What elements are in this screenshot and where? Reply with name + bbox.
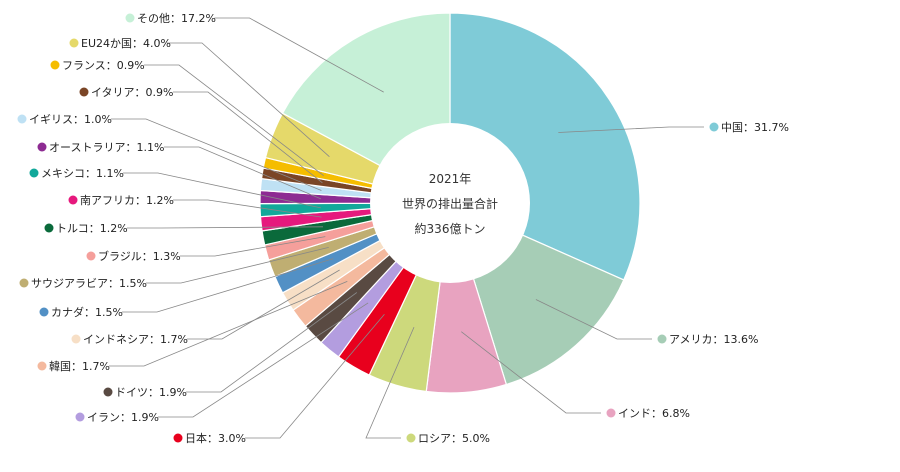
leader-line-9 xyxy=(122,258,334,313)
center-text: 2021年 世界の排出量合計 約336億トン xyxy=(402,172,498,236)
slice-label-10: サウジアラビア：1.5% xyxy=(31,277,147,290)
legend-dot-2 xyxy=(606,408,616,418)
leader-line-4 xyxy=(245,314,385,439)
legend-dot-0 xyxy=(709,122,719,132)
leader-line-5 xyxy=(158,302,369,418)
leader-line-11 xyxy=(180,236,326,257)
leader-line-14 xyxy=(123,172,321,209)
legend-dot-18 xyxy=(50,60,60,70)
legend-dot-12 xyxy=(44,223,54,233)
legend-dot-15 xyxy=(37,142,47,152)
legend-dot-19 xyxy=(69,38,79,48)
slice-labels: 中国：31.7% アメリカ：13.6% インド：6.8% ロシア：5.0% 日本：3.0… xyxy=(17,12,789,445)
leader-line-17 xyxy=(173,91,323,184)
legend-dot-6 xyxy=(103,387,113,397)
leader-line-1 xyxy=(535,299,652,340)
leader-lines xyxy=(109,17,704,439)
legend-dot-17 xyxy=(79,87,89,97)
leader-line-18 xyxy=(144,64,324,177)
center-text-line-3: 約336億トン xyxy=(415,221,486,236)
legend-dot-4 xyxy=(173,433,183,443)
leader-line-19 xyxy=(167,42,330,157)
slice-label-20: その他：17.2% xyxy=(137,12,216,25)
slice-label-12: トルコ：1.2% xyxy=(56,222,128,235)
center-text-line-2: 世界の排出量合計 xyxy=(402,196,498,211)
legend-dot-3 xyxy=(406,433,416,443)
slice-label-15: オーストラリア：1.1% xyxy=(49,141,164,154)
slice-label-11: ブラジル：1.3% xyxy=(98,249,181,263)
leader-line-12 xyxy=(127,226,324,229)
legend-dot-10 xyxy=(19,278,29,288)
legend-dot-16 xyxy=(17,114,27,124)
legend-dot-14 xyxy=(29,168,39,178)
slice-label-18: フランス：0.9% xyxy=(62,59,145,72)
legend-dot-11 xyxy=(86,251,96,261)
slice-label-1: アメリカ：13.6% xyxy=(669,333,758,346)
slice-label-17: イタリア：0.9% xyxy=(91,86,174,99)
slice-label-3: ロシア：5.0% xyxy=(418,432,490,445)
leader-line-16 xyxy=(111,118,322,191)
slice-label-13: 南アフリカ：1.2% xyxy=(80,194,174,207)
leader-line-7 xyxy=(109,281,348,367)
legend-dot-20 xyxy=(125,13,135,23)
slice-label-6: ドイツ：1.9% xyxy=(115,386,187,399)
leader-line-20 xyxy=(214,17,384,93)
legend-dot-7 xyxy=(37,361,47,371)
legend-dot-13 xyxy=(68,195,78,205)
leader-line-8 xyxy=(187,269,340,340)
leader-line-0 xyxy=(558,126,704,133)
leader-line-2 xyxy=(461,331,601,414)
slice-label-0: 中国：31.7% xyxy=(721,121,789,134)
legend-dot-9 xyxy=(39,307,49,317)
slice-label-4: 日本：3.0% xyxy=(185,431,246,445)
slice-label-9: カナダ：1.5% xyxy=(51,305,123,319)
donut-hole xyxy=(370,123,530,283)
slice-label-19: EU24か国：4.0% xyxy=(81,37,171,50)
legend-dot-8 xyxy=(71,334,81,344)
leader-line-15 xyxy=(164,146,322,200)
center-text-line-1: 2021年 xyxy=(429,172,472,186)
legend-dot-5 xyxy=(75,412,85,422)
slice-label-5: イラン：1.9% xyxy=(87,411,159,424)
slice-label-8: インドネシア：1.7% xyxy=(83,333,188,346)
leader-line-3 xyxy=(365,326,415,439)
legend-dot-1 xyxy=(657,334,667,344)
slice-label-14: メキシコ：1.1% xyxy=(41,167,124,180)
slice-label-16: イギリス：1.0% xyxy=(29,113,112,126)
slice-label-2: インド：6.8% xyxy=(618,407,690,420)
slice-label-7: 韓国：1.7% xyxy=(49,360,110,373)
leader-line-6 xyxy=(186,292,358,393)
leader-line-13 xyxy=(173,199,322,218)
leader-line-10 xyxy=(146,247,329,284)
